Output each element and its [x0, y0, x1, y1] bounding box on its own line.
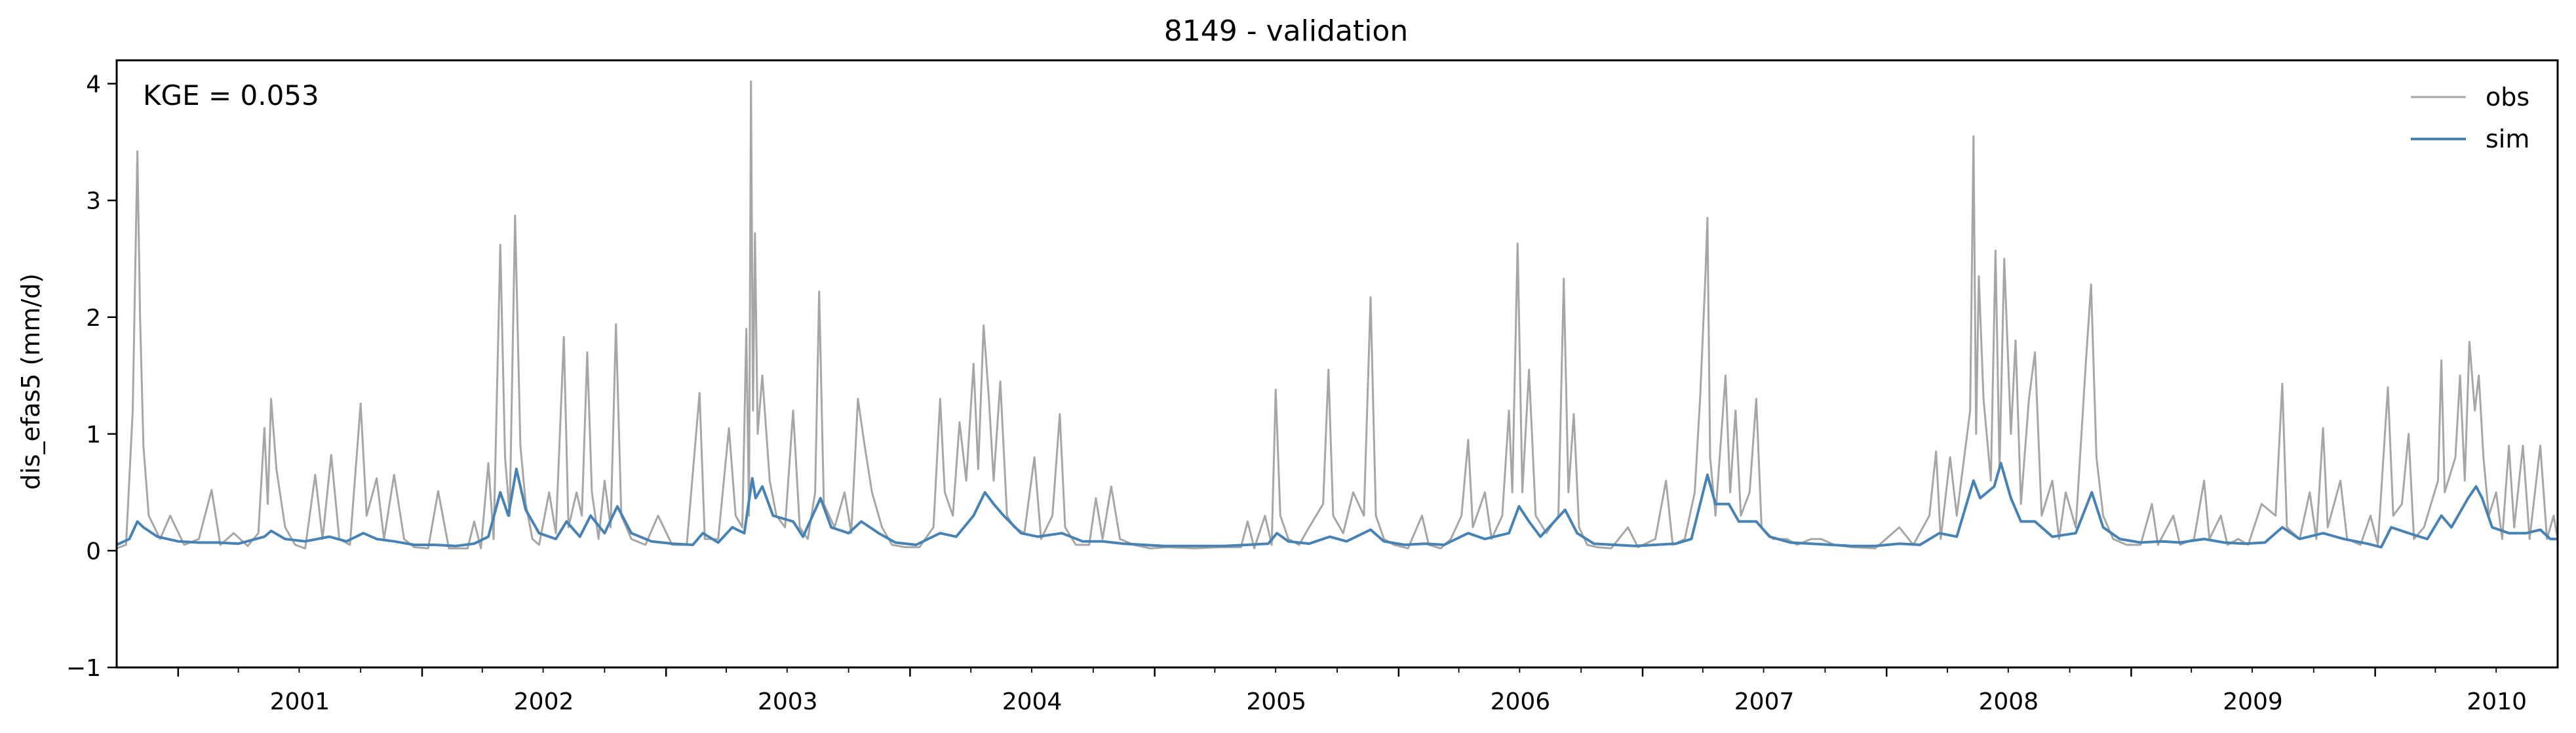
series-line-obs	[116, 80, 2559, 549]
series-line-sim	[116, 462, 2558, 549]
legend-label-obs: obs	[2486, 83, 2529, 111]
kge-annotation: KGE = 0.053	[143, 79, 319, 111]
y-tick-label: 3	[86, 188, 101, 215]
x-tick-label: 2008	[1978, 688, 2039, 715]
y-tick-label: 4	[86, 71, 101, 98]
x-tick-label: 2005	[1246, 688, 1306, 715]
legend: obs sim	[2411, 83, 2529, 153]
x-tick-label: 2010	[2467, 688, 2527, 715]
x-tick-label: 2006	[1491, 688, 1551, 715]
x-tick-label: 2007	[1734, 688, 1795, 715]
chart-title: 8149 - validation	[1164, 14, 1408, 48]
x-tick-label: 2003	[758, 688, 818, 715]
plot-frame	[115, 59, 2559, 669]
x-tick-label: 2001	[270, 688, 330, 715]
y-tick-label: 2	[86, 305, 101, 332]
axis-layer: −1 0 1 2 3 4 2001 2002 2003 2004 2005 2006 2007 2008 2…	[66, 71, 2527, 715]
legend-label-sim: sim	[2486, 125, 2529, 153]
y-tick-label: −1	[66, 655, 101, 682]
y-tick-label: 1	[86, 422, 101, 448]
x-tick-label: 2002	[514, 688, 574, 715]
x-tick-label: 2009	[2223, 688, 2283, 715]
series-layer	[116, 80, 2559, 549]
x-tick-label: 2004	[1002, 688, 1063, 715]
y-tick-label: 0	[86, 538, 101, 565]
y-axis-label: dis_efas5 (mm/d)	[16, 273, 45, 490]
